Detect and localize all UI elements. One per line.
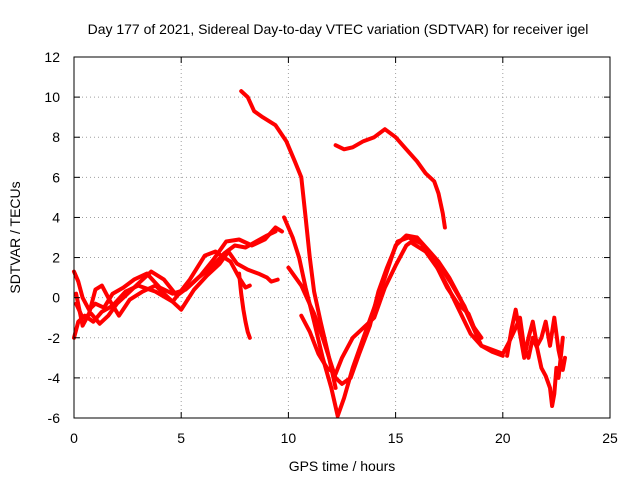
series-arc-9: [299, 235, 484, 376]
series-arc-3: [74, 249, 280, 328]
series-arc-5: [237, 271, 252, 340]
x-axis-label: GPS time / hours: [289, 458, 396, 474]
x-tick-label: 5: [177, 430, 185, 446]
x-tick-label: 0: [70, 430, 78, 446]
series-arc-4: [72, 249, 252, 340]
series-arc-10: [333, 127, 447, 230]
series-arc-2: [74, 225, 284, 326]
x-tick-label: 10: [281, 430, 297, 446]
plot-frame: [73, 56, 611, 419]
y-axis-label: SDTVAR / TECUs: [7, 181, 23, 293]
y-tick-label: 2: [52, 250, 60, 266]
y-tick-label: 8: [52, 129, 60, 145]
y-tick-label: 0: [52, 290, 60, 306]
x-tick-label: 15: [388, 430, 404, 446]
x-tick-label: 25: [602, 430, 618, 446]
series-arc-12: [505, 307, 567, 372]
y-tick-label: -2: [48, 330, 61, 346]
series-arc-11: [410, 241, 565, 408]
series-arc-6: [239, 89, 338, 390]
y-tick-label: 12: [44, 49, 60, 65]
grid-lines: [74, 57, 610, 418]
y-tick-label: -4: [48, 370, 61, 386]
tick-labels: 0 5 10 15 20 25 -6 -4 -2 0 2 4 6 8 10 12: [44, 49, 618, 446]
y-tick-label: 10: [44, 89, 60, 105]
chart-title: Day 177 of 2021, Sidereal Day-to-day VTE…: [88, 21, 589, 37]
data-series: [72, 89, 567, 418]
y-tick-label: 4: [52, 209, 60, 225]
y-tick-label: 6: [52, 169, 60, 185]
x-tick-label: 20: [495, 430, 511, 446]
y-tick-label: -6: [48, 410, 61, 426]
